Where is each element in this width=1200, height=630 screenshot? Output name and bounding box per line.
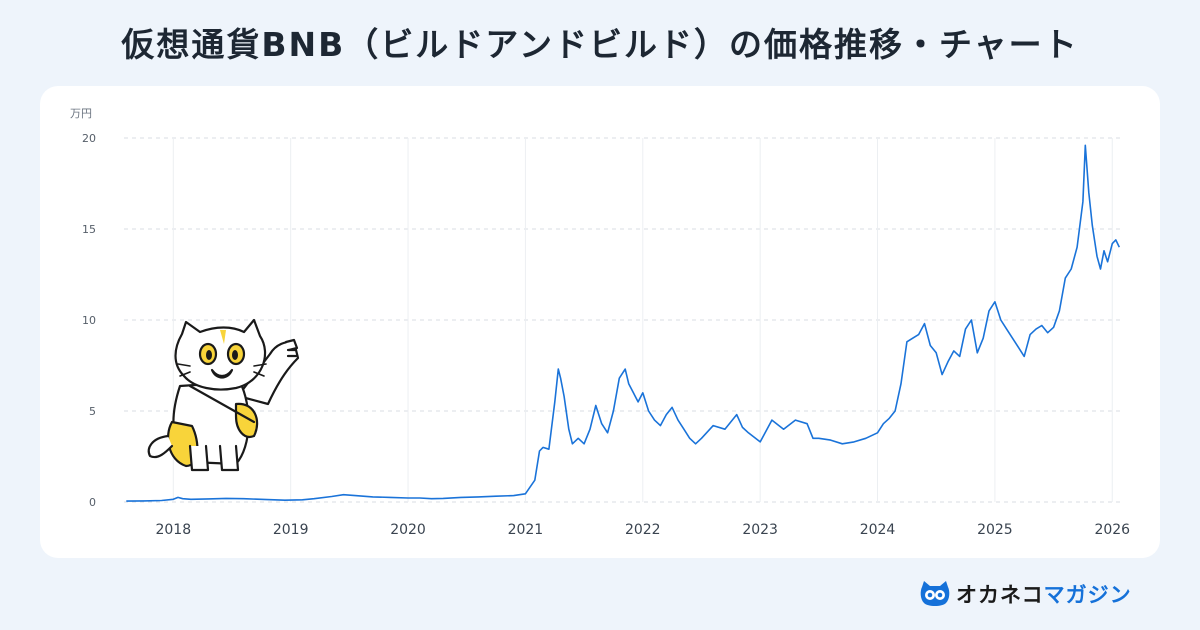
y-tick-label: 5	[89, 405, 96, 418]
maneki-neko-cat-icon	[147, 318, 300, 472]
okaneko-magazine-logo: オカネコマガジン	[920, 578, 1160, 610]
x-tick-label: 2022	[625, 522, 661, 538]
page-title: 仮想通貨BNB（ビルドアンドビルド）の価格推移・チャート	[121, 25, 1079, 64]
axis-ticks: 0 5 10 15 20 2018 2019 2020 2021 2022 2023 2024 2025…	[82, 132, 1130, 538]
y-axis-unit-label: 万円	[70, 107, 92, 120]
logo-text-okaneko: オカネコ	[956, 583, 1044, 607]
x-tick-label: 2024	[860, 522, 896, 538]
y-tick-label: 10	[82, 314, 96, 327]
y-tick-label: 0	[89, 496, 96, 509]
bnb-price-line	[126, 144, 1121, 502]
price-line-chart: 0 5 10 15 20 2018 2019 2020 2021 2022 2023 2024 2025…	[70, 107, 1130, 538]
x-tick-label: 2019	[273, 522, 309, 538]
logo-text-magazine: マガジン	[1043, 583, 1132, 607]
x-tick-label: 2025	[977, 522, 1013, 538]
x-tick-label: 2020	[390, 522, 426, 538]
x-tick-label: 2026	[1094, 522, 1130, 538]
grid-lines	[124, 137, 1124, 503]
x-tick-label: 2021	[508, 522, 544, 538]
y-tick-label: 20	[82, 132, 96, 145]
chart-card: 0 5 10 15 20 2018 2019 2020 2021 2022 2023 2024 2025…	[40, 86, 1160, 558]
cat-face-logo-icon	[920, 581, 950, 606]
x-tick-label: 2023	[742, 522, 778, 538]
y-tick-label: 15	[82, 223, 96, 236]
x-tick-label: 2018	[155, 522, 191, 538]
